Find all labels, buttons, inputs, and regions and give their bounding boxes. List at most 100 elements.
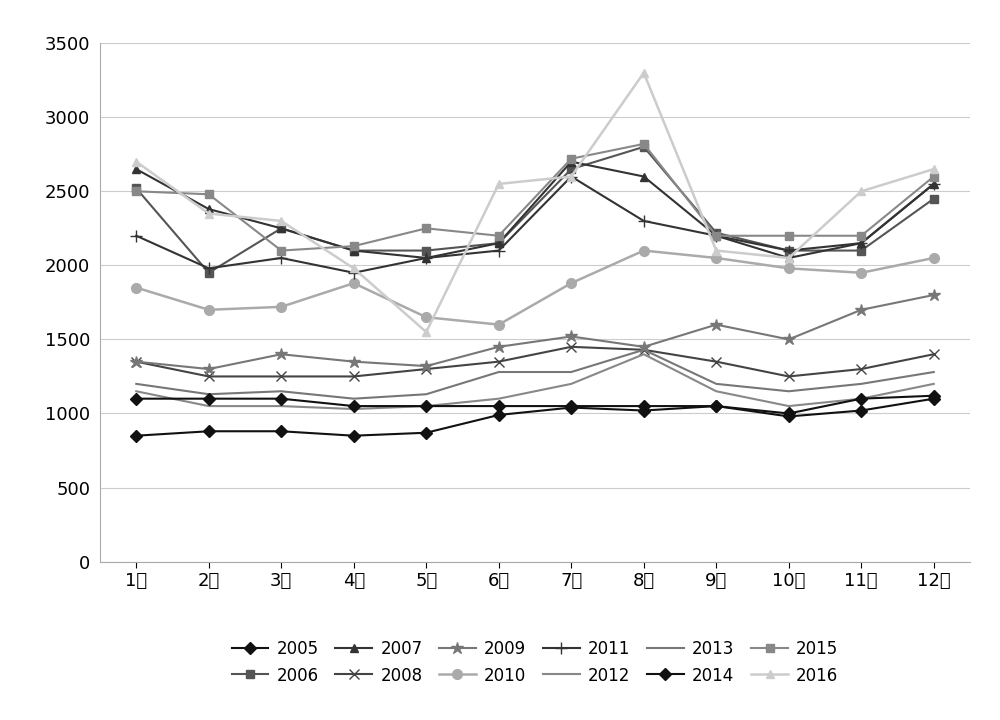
Legend: 2005, 2006, 2007, 2008, 2009, 2010, 2011, 2012, 2013, 2014, 2015, 2016: 2005, 2006, 2007, 2008, 2009, 2010, 2011… bbox=[223, 632, 847, 693]
2005 bbox=[420, 428, 432, 437]
2012 bbox=[565, 379, 577, 388]
Line: 2015: 2015 bbox=[132, 140, 938, 255]
2006 bbox=[783, 246, 795, 255]
2008 bbox=[420, 365, 432, 374]
2012 bbox=[638, 350, 650, 359]
Line: 2010: 2010 bbox=[131, 246, 939, 330]
2011 bbox=[275, 253, 287, 262]
2006 bbox=[855, 246, 867, 255]
2007 bbox=[855, 239, 867, 248]
2008 bbox=[783, 372, 795, 381]
2015 bbox=[638, 140, 650, 148]
Line: 2009: 2009 bbox=[130, 289, 940, 375]
2015 bbox=[275, 246, 287, 255]
2009 bbox=[348, 357, 360, 366]
Line: 2014: 2014 bbox=[132, 392, 938, 418]
2009 bbox=[203, 365, 215, 374]
2011 bbox=[855, 239, 867, 248]
2016 bbox=[783, 253, 795, 262]
2007 bbox=[928, 179, 940, 188]
2010 bbox=[565, 279, 577, 287]
2016 bbox=[130, 158, 142, 166]
2012 bbox=[203, 402, 215, 410]
2013 bbox=[420, 390, 432, 399]
2016 bbox=[710, 246, 722, 255]
2014 bbox=[638, 402, 650, 410]
2010 bbox=[928, 253, 940, 262]
2013 bbox=[783, 387, 795, 395]
2005 bbox=[638, 406, 650, 415]
Line: 2012: 2012 bbox=[136, 354, 934, 409]
2009 bbox=[275, 350, 287, 359]
2012 bbox=[275, 402, 287, 410]
2016 bbox=[855, 187, 867, 196]
2015 bbox=[420, 224, 432, 233]
2013 bbox=[638, 346, 650, 354]
2005 bbox=[855, 406, 867, 415]
2011 bbox=[638, 217, 650, 225]
2008 bbox=[493, 357, 505, 366]
2006 bbox=[420, 246, 432, 255]
2006 bbox=[275, 224, 287, 233]
2016 bbox=[203, 210, 215, 218]
2008 bbox=[348, 372, 360, 381]
2007 bbox=[348, 246, 360, 255]
2014 bbox=[710, 402, 722, 410]
2009 bbox=[783, 335, 795, 343]
2013 bbox=[928, 368, 940, 377]
2015 bbox=[565, 154, 577, 163]
2006 bbox=[928, 194, 940, 203]
2011 bbox=[348, 269, 360, 277]
2016 bbox=[565, 172, 577, 181]
2009 bbox=[565, 332, 577, 341]
2006 bbox=[638, 143, 650, 151]
2007 bbox=[638, 172, 650, 181]
2014 bbox=[275, 395, 287, 403]
2016 bbox=[348, 264, 360, 273]
2011 bbox=[420, 253, 432, 262]
2008 bbox=[203, 372, 215, 381]
2008 bbox=[928, 350, 940, 359]
2008 bbox=[275, 372, 287, 381]
2013 bbox=[565, 368, 577, 377]
2016 bbox=[275, 217, 287, 225]
2006 bbox=[203, 269, 215, 277]
2010 bbox=[783, 264, 795, 273]
2005 bbox=[493, 410, 505, 419]
2013 bbox=[130, 379, 142, 388]
2010 bbox=[638, 246, 650, 255]
2009 bbox=[493, 343, 505, 351]
2007 bbox=[783, 253, 795, 262]
2012 bbox=[420, 402, 432, 410]
Line: 2016: 2016 bbox=[132, 68, 938, 336]
2007 bbox=[130, 165, 142, 174]
2013 bbox=[855, 379, 867, 388]
2007 bbox=[565, 158, 577, 166]
2008 bbox=[638, 346, 650, 354]
2015 bbox=[130, 187, 142, 196]
2006 bbox=[565, 165, 577, 174]
2010 bbox=[855, 269, 867, 277]
2010 bbox=[348, 279, 360, 287]
Line: 2005: 2005 bbox=[132, 395, 938, 440]
2009 bbox=[130, 357, 142, 366]
2007 bbox=[710, 231, 722, 240]
2013 bbox=[493, 368, 505, 377]
2006 bbox=[493, 239, 505, 248]
2014 bbox=[565, 402, 577, 410]
2009 bbox=[928, 291, 940, 300]
2011 bbox=[928, 179, 940, 188]
2006 bbox=[710, 228, 722, 237]
2014 bbox=[348, 402, 360, 410]
2011 bbox=[565, 172, 577, 181]
2005 bbox=[565, 403, 577, 412]
2011 bbox=[130, 231, 142, 240]
2005 bbox=[710, 402, 722, 410]
2008 bbox=[855, 365, 867, 374]
2010 bbox=[130, 283, 142, 292]
Line: 2013: 2013 bbox=[136, 350, 934, 399]
2007 bbox=[203, 204, 215, 213]
2007 bbox=[493, 239, 505, 248]
2010 bbox=[420, 313, 432, 322]
2013 bbox=[275, 387, 287, 395]
